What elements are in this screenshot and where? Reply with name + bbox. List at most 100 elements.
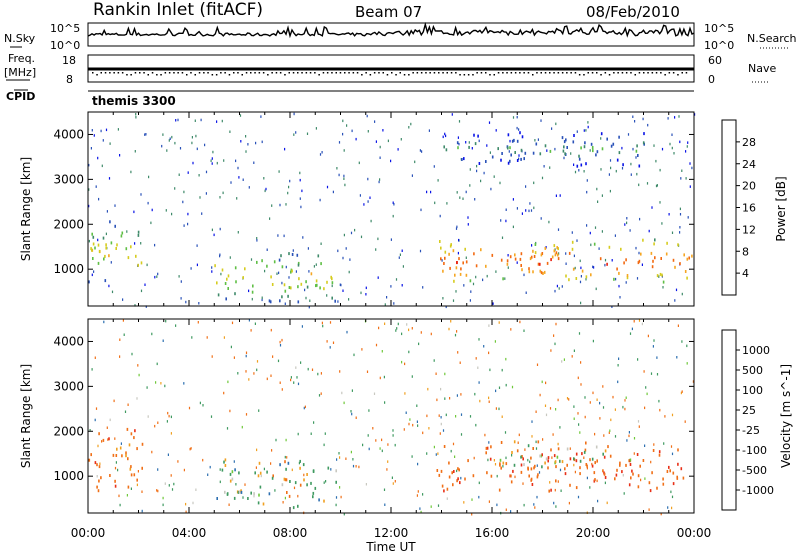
- nave-dot: [250, 72, 252, 74]
- data-cell: [606, 137, 608, 141]
- data-cell: [128, 443, 131, 447]
- nsky-left-tick-top: 10^5: [50, 22, 80, 35]
- noise-cell: [483, 345, 485, 348]
- noise-cell: [593, 266, 595, 269]
- nave-dot: [685, 72, 688, 74]
- data-cell: [544, 461, 546, 465]
- data-cell: [136, 478, 138, 482]
- noise-cell: [211, 270, 213, 273]
- data-cell: [323, 499, 325, 503]
- noise-cell: [557, 442, 559, 446]
- data-cell: [104, 254, 106, 258]
- noise-cell: [384, 303, 386, 306]
- noise-cell: [518, 128, 520, 131]
- noise-cell: [555, 505, 557, 508]
- data-cell: [568, 278, 570, 282]
- noise-cell: [545, 381, 547, 385]
- noise-cell: [113, 399, 115, 403]
- noise-cell: [365, 483, 367, 486]
- data-cell: [547, 456, 550, 460]
- data-cell: [580, 163, 583, 167]
- data-cell: [258, 461, 261, 465]
- data-cell: [529, 257, 532, 261]
- noise-cell: [488, 500, 490, 503]
- data-cell: [522, 457, 524, 461]
- noise-cell: [573, 405, 575, 408]
- noise-cell: [383, 488, 386, 491]
- colorbar-tick-label: 8: [742, 245, 749, 258]
- noise-cell: [366, 370, 369, 373]
- noise-cell: [114, 437, 116, 440]
- noise-cell: [535, 440, 537, 444]
- data-cell: [571, 240, 574, 244]
- noise-cell: [400, 138, 402, 141]
- velocity-heatmap: [88, 319, 694, 516]
- noise-cell: [507, 266, 509, 269]
- noise-cell: [323, 443, 325, 447]
- data-cell: [516, 159, 519, 162]
- noise-cell: [247, 143, 249, 146]
- data-cell: [532, 151, 535, 155]
- noise-cell: [571, 355, 573, 358]
- noise-cell: [351, 389, 353, 392]
- nsearch-right-tick-bottom: 10^0: [704, 39, 734, 52]
- noise-cell: [384, 503, 386, 506]
- data-cell: [585, 441, 587, 445]
- noise-cell: [340, 495, 342, 499]
- data-cell: [330, 275, 332, 279]
- noise-cell: [488, 396, 490, 400]
- noise-cell: [452, 299, 455, 302]
- data-cell: [319, 286, 321, 290]
- noise-cell: [164, 482, 166, 485]
- data-cell: [468, 145, 470, 149]
- noise-cell: [304, 288, 306, 292]
- data-cell: [509, 255, 512, 259]
- data-cell: [632, 472, 634, 476]
- data-cell: [457, 146, 459, 150]
- noise-cell: [417, 462, 419, 466]
- noise-cell: [395, 329, 397, 332]
- noise-cell: [91, 273, 93, 277]
- nave-dot: [403, 74, 406, 76]
- data-cell: [287, 294, 289, 298]
- noise-cell: [211, 228, 213, 232]
- noise-cell: [523, 503, 525, 507]
- nave-dot: [553, 72, 555, 74]
- noise-cell: [185, 300, 187, 304]
- noise-cell: [394, 480, 396, 483]
- noise-cell: [488, 351, 490, 355]
- noise-cell: [106, 426, 108, 429]
- noise-cell: [337, 249, 339, 253]
- noise-cell: [238, 176, 240, 179]
- noise-cell: [367, 130, 369, 133]
- noise-cell: [229, 256, 231, 259]
- data-cell: [297, 504, 299, 508]
- noise-cell: [671, 231, 674, 234]
- noise-cell: [180, 297, 182, 300]
- data-cell: [306, 285, 309, 289]
- nave-dot: [544, 72, 547, 74]
- noise-cell: [509, 139, 511, 143]
- nave-dot: [587, 72, 589, 74]
- data-cell: [569, 483, 571, 487]
- data-cell: [573, 457, 575, 461]
- data-cell: [480, 248, 482, 252]
- noise-cell: [686, 344, 688, 348]
- data-cell: [564, 152, 566, 156]
- noise-cell: [326, 340, 328, 343]
- data-cell: [327, 466, 330, 470]
- noise-cell: [156, 489, 158, 492]
- data-cell: [544, 246, 547, 250]
- data-cell: [591, 464, 594, 468]
- nave-dot: [604, 72, 607, 74]
- data-cell: [231, 477, 234, 481]
- data-cell: [578, 154, 580, 158]
- data-cell: [603, 472, 606, 476]
- noise-cell: [621, 146, 623, 150]
- noise-cell: [659, 408, 661, 412]
- data-cell: [501, 152, 503, 155]
- noise-cell: [263, 177, 265, 180]
- nave-dot: [365, 72, 367, 74]
- noise-cell: [617, 364, 619, 367]
